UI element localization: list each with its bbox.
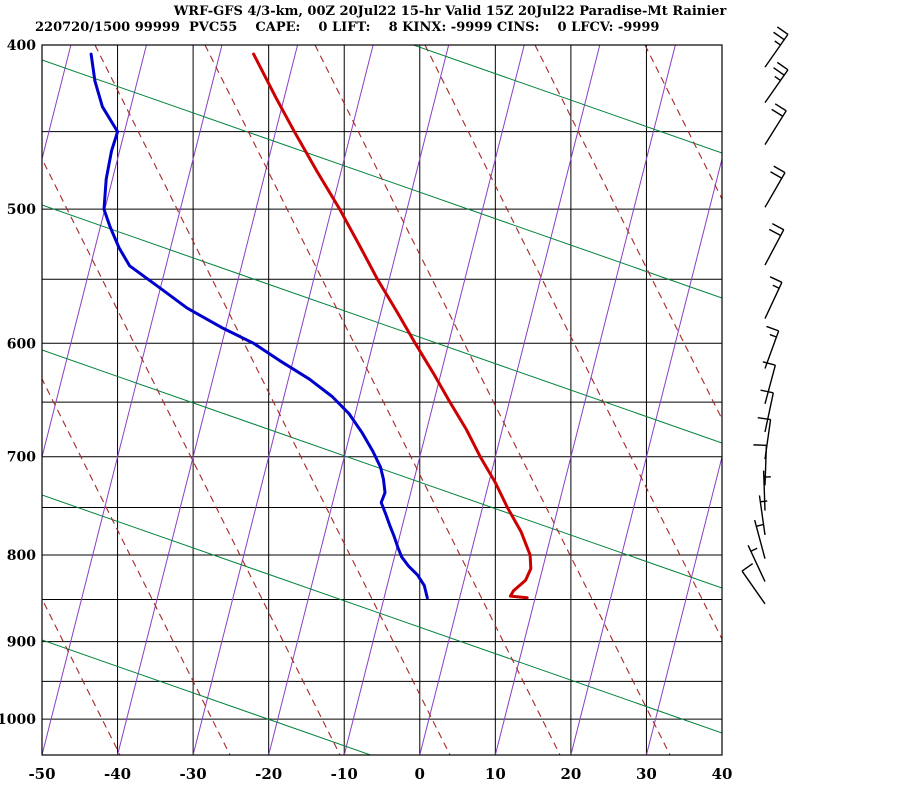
x-tick-label: -20 — [255, 765, 282, 783]
x-tick-label: 20 — [560, 765, 581, 783]
skewed-isotherms — [42, 45, 722, 755]
x-tick-label: 30 — [636, 765, 657, 783]
x-axis-labels: -50 -40 -30 -20 -10 0 10 20 30 40 — [28, 765, 732, 783]
y-tick-label: 1000 — [0, 712, 36, 728]
y-axis-labels: 400 500 600 700 800 900 1000 — [0, 38, 36, 728]
y-tick-label: 900 — [7, 635, 36, 651]
y-tick-label: 400 — [7, 38, 36, 54]
moist-adiabats — [42, 45, 722, 755]
y-tick-label: 500 — [7, 202, 36, 218]
x-tick-label: 10 — [485, 765, 506, 783]
wind-barb-column — [741, 26, 789, 605]
y-tick-label: 800 — [7, 548, 36, 564]
x-tick-label: -40 — [104, 765, 131, 783]
x-tick-label: -30 — [180, 765, 207, 783]
dewpoint-trace — [89, 52, 429, 600]
x-tick-label: -10 — [331, 765, 358, 783]
x-tick-label: 40 — [712, 765, 733, 783]
y-tick-label: 600 — [7, 336, 36, 352]
chart-title: WRF-GFS 4/3-km, 00Z 20Jul22 15-hr Valid … — [173, 4, 727, 19]
chart-params: 220720/1500 99999 PVC55 CAPE: 0 LIFT: 8 … — [35, 20, 660, 35]
plot-border — [41, 44, 723, 756]
temperature-trace — [252, 52, 533, 600]
x-tick-label: 0 — [415, 765, 425, 783]
x-tick-label: -50 — [28, 765, 55, 783]
y-tick-label: 700 — [7, 450, 36, 466]
